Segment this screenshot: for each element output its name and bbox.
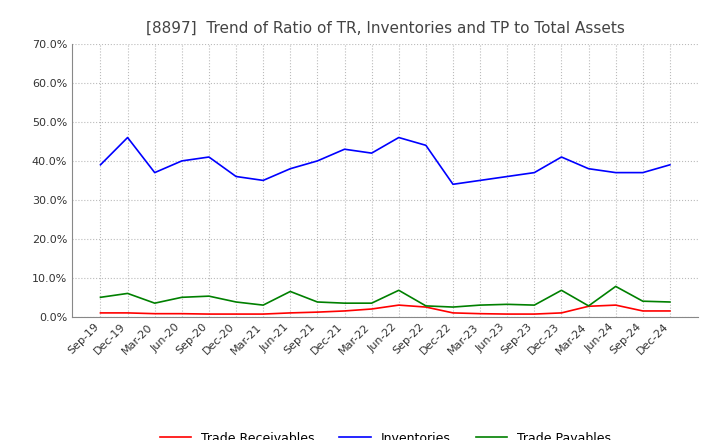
- Inventories: [530, 170, 539, 175]
- Trade Receivables: [367, 306, 376, 312]
- Trade Payables: [204, 293, 213, 299]
- Inventories: [584, 166, 593, 171]
- Trade Receivables: [503, 312, 511, 317]
- Inventories: [286, 166, 294, 171]
- Inventories: [178, 158, 186, 164]
- Trade Receivables: [421, 304, 430, 310]
- Trade Receivables: [449, 310, 457, 315]
- Line: Trade Payables: Trade Payables: [101, 286, 670, 307]
- Trade Payables: [232, 299, 240, 304]
- Inventories: [123, 135, 132, 140]
- Inventories: [665, 162, 674, 168]
- Trade Receivables: [286, 310, 294, 315]
- Trade Receivables: [584, 304, 593, 309]
- Trade Receivables: [341, 308, 349, 314]
- Trade Receivables: [178, 311, 186, 316]
- Trade Receivables: [639, 308, 647, 314]
- Trade Payables: [503, 302, 511, 307]
- Trade Receivables: [204, 312, 213, 317]
- Inventories: [259, 178, 268, 183]
- Trade Payables: [395, 288, 403, 293]
- Trade Payables: [96, 295, 105, 300]
- Trade Receivables: [123, 310, 132, 315]
- Inventories: [476, 178, 485, 183]
- Inventories: [557, 154, 566, 160]
- Line: Inventories: Inventories: [101, 138, 670, 184]
- Trade Receivables: [476, 311, 485, 316]
- Trade Payables: [530, 302, 539, 308]
- Inventories: [449, 182, 457, 187]
- Trade Payables: [476, 302, 485, 308]
- Trade Payables: [313, 299, 322, 304]
- Inventories: [232, 174, 240, 179]
- Trade Receivables: [395, 302, 403, 308]
- Legend: Trade Receivables, Inventories, Trade Payables: Trade Receivables, Inventories, Trade Pa…: [155, 427, 616, 440]
- Trade Receivables: [259, 312, 268, 317]
- Trade Receivables: [665, 308, 674, 314]
- Trade Receivables: [530, 312, 539, 317]
- Inventories: [204, 154, 213, 160]
- Inventories: [96, 162, 105, 168]
- Trade Payables: [341, 301, 349, 306]
- Inventories: [639, 170, 647, 175]
- Trade Payables: [178, 295, 186, 300]
- Trade Payables: [449, 304, 457, 310]
- Trade Payables: [286, 289, 294, 294]
- Trade Receivables: [313, 309, 322, 315]
- Trade Receivables: [557, 310, 566, 315]
- Trade Payables: [557, 288, 566, 293]
- Trade Payables: [611, 284, 620, 289]
- Inventories: [367, 150, 376, 156]
- Line: Trade Receivables: Trade Receivables: [101, 305, 670, 314]
- Trade Payables: [367, 301, 376, 306]
- Inventories: [611, 170, 620, 175]
- Inventories: [150, 170, 159, 175]
- Trade Receivables: [611, 302, 620, 308]
- Title: [8897]  Trend of Ratio of TR, Inventories and TP to Total Assets: [8897] Trend of Ratio of TR, Inventories…: [145, 21, 625, 36]
- Inventories: [421, 143, 430, 148]
- Inventories: [341, 147, 349, 152]
- Trade Payables: [150, 301, 159, 306]
- Trade Payables: [639, 299, 647, 304]
- Trade Payables: [259, 302, 268, 308]
- Trade Receivables: [96, 310, 105, 315]
- Trade Payables: [123, 291, 132, 296]
- Trade Receivables: [232, 312, 240, 317]
- Inventories: [395, 135, 403, 140]
- Inventories: [313, 158, 322, 164]
- Inventories: [503, 174, 511, 179]
- Trade Payables: [584, 303, 593, 308]
- Trade Payables: [665, 299, 674, 304]
- Trade Payables: [421, 303, 430, 308]
- Trade Receivables: [150, 311, 159, 316]
